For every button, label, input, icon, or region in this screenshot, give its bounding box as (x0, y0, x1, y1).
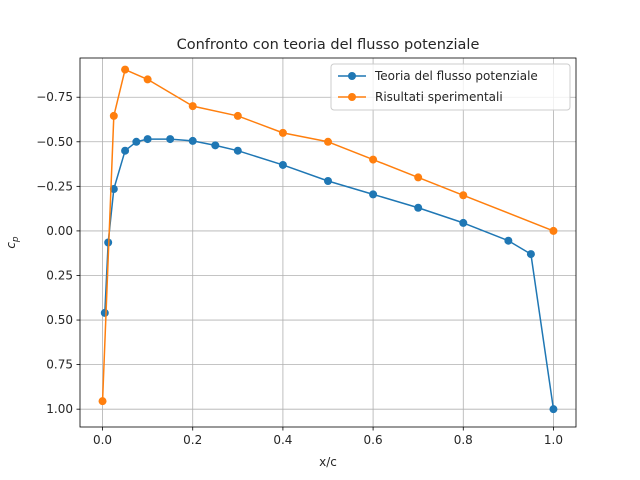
data-point (121, 146, 130, 155)
data-point (143, 75, 152, 84)
data-point (143, 135, 152, 144)
data-point (526, 250, 535, 259)
data-point (211, 141, 220, 150)
data-point (549, 405, 558, 414)
ticks: 0.0 0.2 0.4 0.6 0.8 1.0 −0.75 −0.50 −0.25 0.00 0.2… (36, 90, 563, 447)
data-point (188, 102, 197, 111)
series-layer (98, 65, 558, 414)
data-point (233, 111, 242, 120)
y-tick-label: −0.25 (36, 179, 73, 193)
y-axis-label-subscript: p (11, 236, 21, 243)
data-point (278, 128, 287, 137)
data-point (324, 177, 332, 185)
data-point (109, 111, 118, 120)
legend-marker-teoria (348, 72, 356, 80)
x-axis-label: x/c (319, 455, 337, 469)
x-tick-label: 1.0 (544, 433, 563, 447)
x-tick-label: 0.6 (364, 433, 383, 447)
series-line-1 (101, 68, 554, 402)
x-tick-label: 0.4 (273, 433, 292, 447)
data-point (504, 236, 513, 245)
x-tick-label: 0.2 (183, 433, 202, 447)
series-line-0 (104, 138, 555, 410)
legend: Teoria del flusso potenziale Risultati s… (330, 63, 571, 111)
y-tick-label: 0.25 (46, 268, 73, 282)
data-point (166, 135, 175, 144)
data-point (414, 203, 423, 212)
grid (80, 58, 576, 427)
data-point (549, 226, 558, 235)
y-axis-label-main: c (4, 242, 18, 249)
data-point (121, 65, 130, 74)
legend-marker-sperimentali (348, 93, 356, 101)
data-point (132, 137, 141, 146)
data-point (233, 146, 242, 155)
y-tick-label: 1.00 (46, 402, 73, 416)
data-point (100, 308, 109, 317)
data-point (459, 218, 468, 227)
data-point (369, 190, 378, 199)
data-point (188, 136, 197, 145)
y-tick-label: −0.50 (36, 135, 73, 149)
legend-box (330, 63, 571, 111)
x-tick-label: 0.8 (454, 433, 473, 447)
data-point (109, 185, 118, 194)
data-point (278, 160, 287, 169)
y-tick-label: −0.75 (36, 90, 73, 104)
data-point (98, 397, 107, 406)
data-point (369, 155, 378, 164)
y-axis-label: cp (4, 236, 21, 249)
plot-frame (79, 57, 577, 428)
legend-label-sperimentali: Risultati sperimentali (375, 90, 503, 104)
y-tick-label: 0.75 (46, 358, 73, 372)
chart-title: Confronto con teoria del flusso potenzia… (177, 37, 480, 53)
data-point (459, 191, 468, 200)
data-point (414, 173, 423, 182)
y-tick-label: 0.50 (46, 313, 73, 327)
data-point (324, 137, 332, 146)
y-tick-label: 0.00 (46, 224, 73, 238)
x-tick-label: 0.0 (93, 433, 112, 447)
legend-label-teoria: Teoria del flusso potenziale (374, 69, 538, 83)
